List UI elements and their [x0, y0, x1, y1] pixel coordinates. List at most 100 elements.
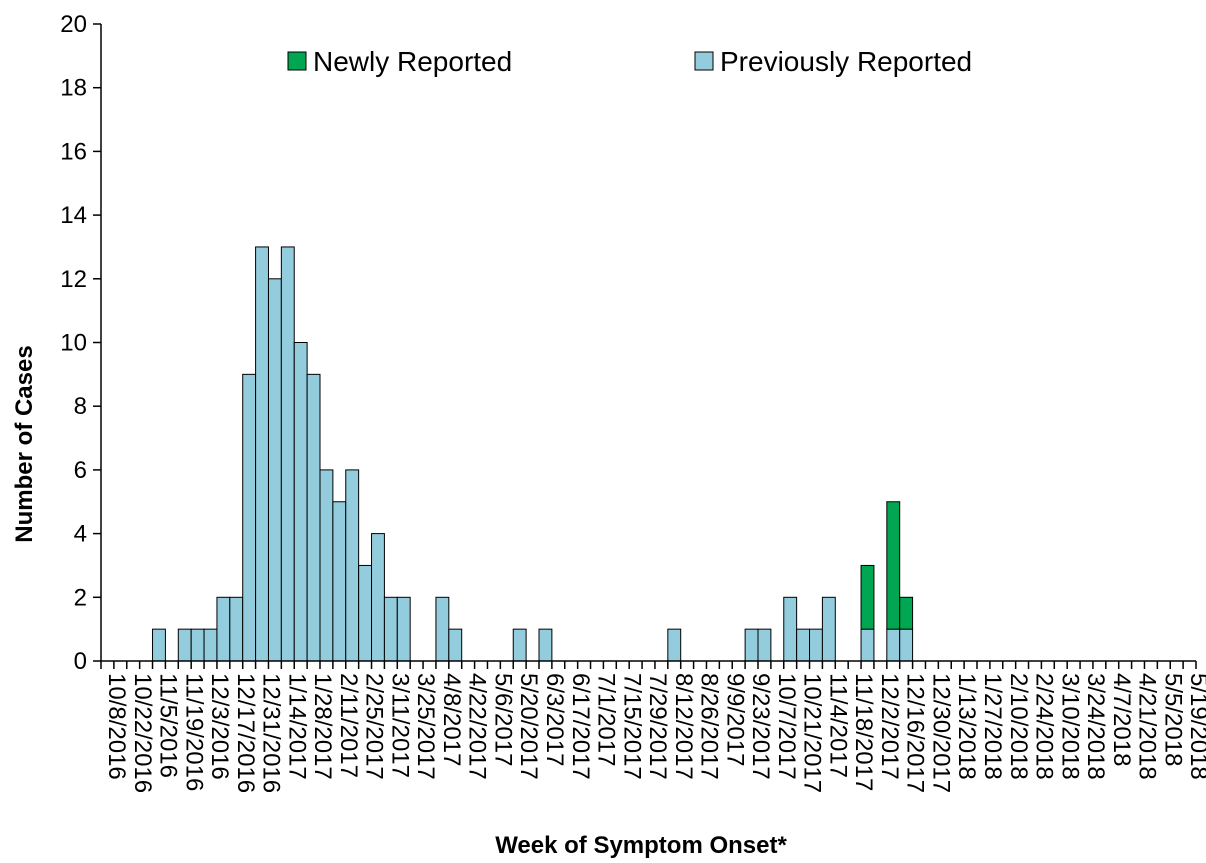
x-tick-label: 11/18/2017 [850, 673, 877, 791]
x-tick-label: 2/25/2017 [361, 673, 388, 780]
x-tick-label: 12/16/2017 [902, 673, 929, 793]
bar-previously-reported [383, 596, 398, 662]
bar-previously-reported [293, 342, 308, 662]
x-tick-label: 4/22/2017 [464, 673, 491, 780]
x-tick-label: 5/20/2017 [515, 673, 542, 780]
x-tick-label: 12/17/2016 [232, 673, 259, 793]
x-axis-title: Week of Symptom Onset* [495, 832, 787, 859]
axes-layer [93, 23, 1197, 669]
x-tick-label: 8/12/2017 [670, 673, 697, 780]
x-tick-label: 1/13/2018 [953, 673, 980, 780]
x-tick-label: 2/24/2018 [1031, 673, 1058, 780]
x-tick-label: 10/7/2017 [773, 673, 800, 780]
bar-previously-reported [152, 628, 166, 662]
x-tick-label: 7/29/2017 [644, 673, 671, 780]
bar-previously-reported [757, 628, 772, 662]
bar-previously-reported [319, 469, 334, 662]
bar-previously-reported [538, 628, 553, 662]
x-tick-label: 10/8/2016 [103, 673, 130, 780]
x-tick-label: 3/24/2018 [1082, 673, 1109, 780]
x-tick-label: 4/21/2018 [1134, 673, 1161, 780]
bar-previously-reported [345, 469, 360, 662]
bar-previously-reported [306, 373, 321, 662]
x-tick-label: 12/31/2016 [258, 673, 285, 793]
y-tick-label: 6 [74, 457, 87, 484]
legend: Newly Reported Previously Reported [287, 46, 972, 77]
bar-previously-reported [796, 628, 811, 662]
y-tick-label: 18 [60, 75, 87, 102]
bar-newly-reported [899, 596, 914, 630]
bar-previously-reported [203, 628, 218, 662]
bar-previously-reported [280, 246, 295, 662]
x-tick-label: 3/11/2017 [386, 673, 413, 778]
bar-previously-reported [242, 373, 257, 662]
legend-label-previously-reported: Previously Reported [720, 46, 972, 77]
bars-layer [152, 246, 914, 662]
bar-newly-reported [860, 564, 875, 630]
bar-previously-reported [255, 246, 269, 662]
x-tick-label: 7/1/2017 [593, 673, 620, 766]
bar-previously-reported [216, 596, 231, 662]
x-tick-label: 9/9/2017 [721, 673, 748, 766]
bar-previously-reported [371, 533, 385, 662]
bar-previously-reported [358, 564, 373, 662]
bar-previously-reported [783, 596, 798, 662]
x-tick-label: 10/21/2017 [799, 673, 826, 793]
x-tick-label: 11/19/2016 [180, 673, 207, 791]
y-tick-label: 10 [60, 330, 87, 357]
x-tick-label: 1/27/2018 [979, 673, 1006, 780]
y-tick-label: 16 [60, 138, 87, 165]
bar-newly-reported [886, 501, 901, 630]
bar-previously-reported [229, 596, 244, 662]
bar-previously-reported [809, 628, 823, 662]
x-tick-label: 10/22/2016 [129, 673, 156, 793]
x-tick-label: 4/8/2017 [438, 673, 465, 766]
bar-previously-reported [667, 628, 682, 662]
bar-previously-reported [512, 628, 527, 662]
x-tick-label: 2/11/2017 [335, 673, 362, 778]
bar-previously-reported [448, 628, 463, 662]
bar-previously-reported [744, 628, 759, 662]
bar-previously-reported [821, 596, 836, 662]
x-tick-label: 12/30/2017 [927, 673, 954, 793]
x-tick-label: 12/3/2016 [206, 673, 233, 780]
x-tick-label: 9/23/2017 [747, 673, 774, 780]
y-tick-labels: 0 2 4 6 8 10 12 14 16 18 20 [60, 11, 87, 675]
x-tick-label: 4/7/2018 [1108, 673, 1135, 766]
x-tick-label: 11/4/2017 [824, 673, 851, 778]
x-tick-label: 5/6/2017 [489, 673, 516, 766]
x-tick-label: 2/10/2018 [1005, 673, 1032, 780]
y-tick-label: 12 [60, 266, 87, 293]
x-tick-label: 8/26/2017 [696, 673, 723, 780]
y-axis-title: Number of Cases [11, 345, 38, 542]
x-tick-label: 1/28/2017 [309, 673, 336, 780]
y-tick-label: 20 [60, 11, 87, 38]
x-tick-label: 12/2/2017 [876, 673, 903, 780]
legend-swatch-newly-reported [287, 51, 307, 71]
y-tick-label: 0 [74, 648, 87, 675]
y-tick-label: 2 [74, 584, 87, 611]
bar-previously-reported [435, 596, 450, 662]
x-tick-label: 6/3/2017 [541, 673, 568, 766]
legend-swatch-previously-reported [694, 51, 714, 71]
y-tick-label: 8 [74, 393, 87, 420]
x-tick-label: 3/10/2018 [1056, 673, 1083, 780]
bar-previously-reported [396, 596, 411, 662]
bar-previously-reported [899, 628, 914, 662]
bar-previously-reported [267, 278, 282, 662]
bar-previously-reported [886, 628, 901, 662]
x-tick-label: 6/17/2017 [567, 673, 594, 780]
x-tick-label: 11/5/2016 [155, 673, 182, 778]
bar-previously-reported [860, 628, 875, 662]
bar-previously-reported [177, 628, 192, 662]
y-tick-label: 14 [60, 202, 87, 229]
bar-previously-reported [332, 501, 347, 662]
x-tick-label: 5/5/2018 [1159, 673, 1186, 766]
x-tick-labels: 10/8/201610/22/201611/5/201611/19/201612… [103, 673, 1206, 793]
x-tick-label: 1/14/2017 [283, 673, 310, 780]
legend-label-newly-reported: Newly Reported [313, 46, 512, 77]
bar-previously-reported [190, 628, 205, 662]
y-tick-label: 4 [74, 521, 87, 548]
x-tick-label: 7/15/2017 [618, 673, 645, 780]
